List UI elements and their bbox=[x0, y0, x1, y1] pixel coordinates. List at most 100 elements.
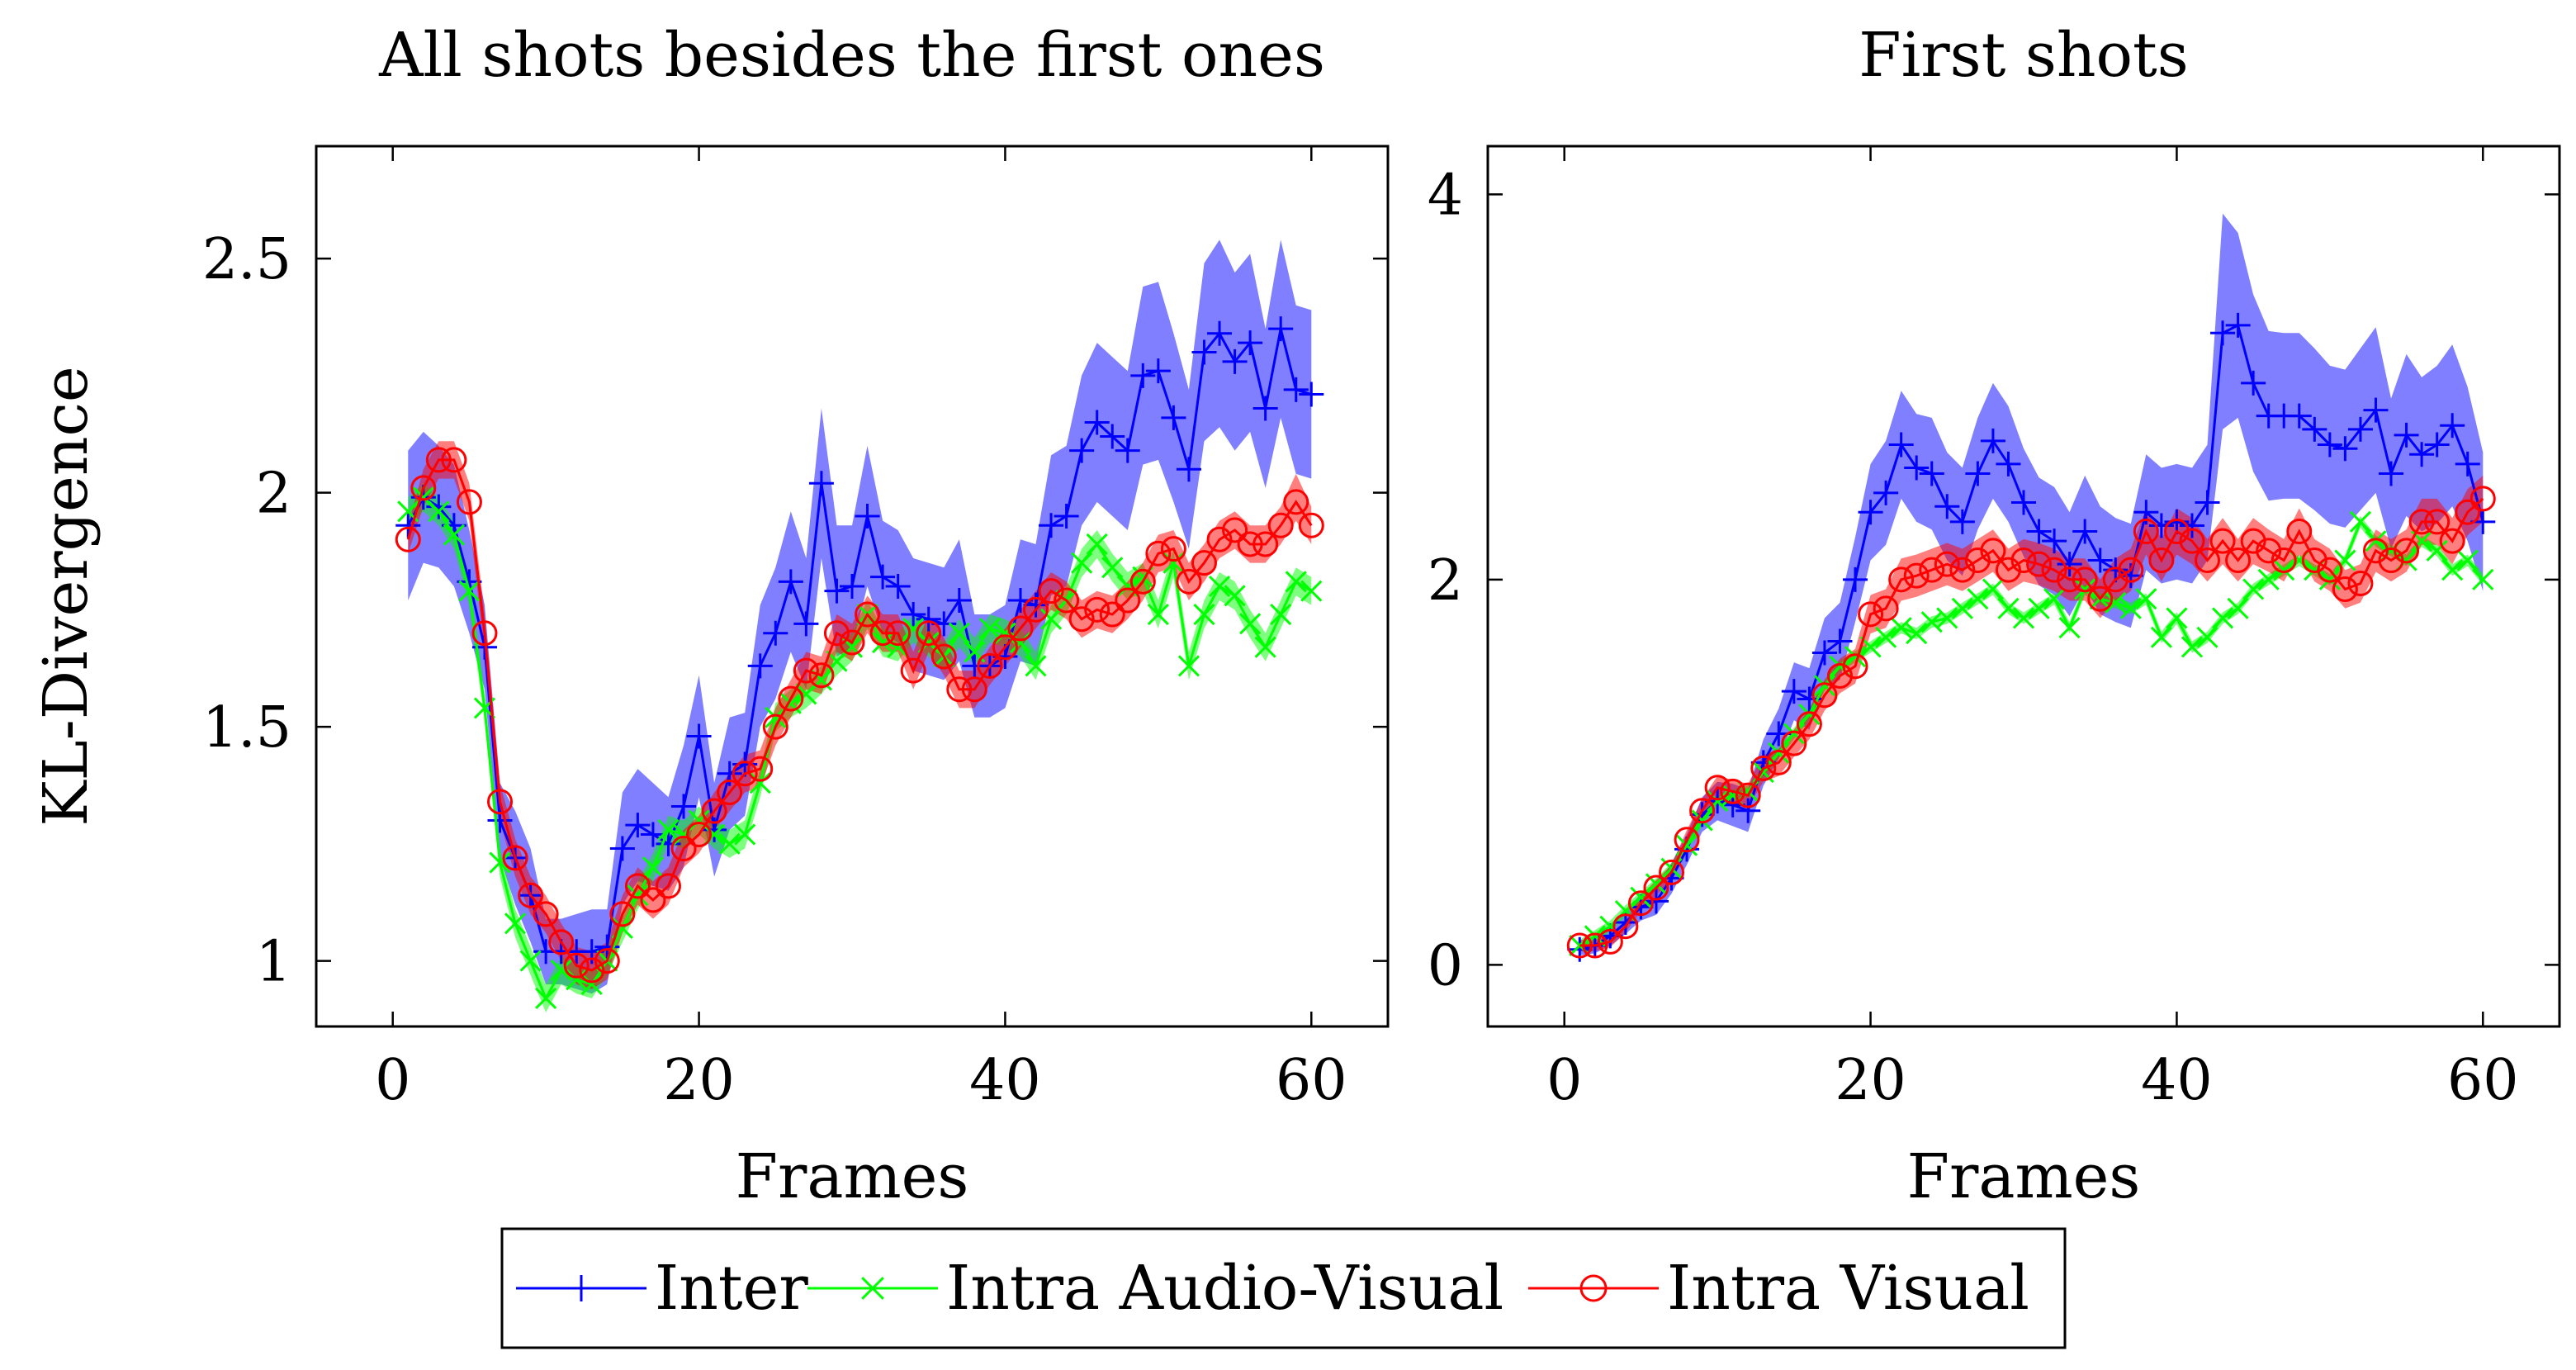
data-point bbox=[824, 578, 850, 604]
x-tick-label: 40 bbox=[969, 1048, 1041, 1113]
x-tick-label: 60 bbox=[2447, 1048, 2519, 1113]
data-point bbox=[1163, 552, 1185, 574]
data-point bbox=[2273, 559, 2295, 581]
data-point bbox=[441, 447, 467, 473]
data-point bbox=[2365, 530, 2387, 552]
data-point bbox=[1765, 749, 1792, 775]
data-point bbox=[487, 789, 514, 815]
data-point bbox=[2211, 607, 2234, 629]
data-point bbox=[793, 611, 819, 637]
series-line bbox=[406, 458, 1313, 972]
data-point bbox=[2257, 568, 2280, 590]
data-point bbox=[2181, 636, 2204, 658]
legend-marker bbox=[861, 1277, 884, 1300]
data-point bbox=[2179, 513, 2204, 538]
data-point bbox=[656, 831, 681, 856]
data-point bbox=[609, 901, 636, 927]
data-point bbox=[456, 489, 482, 515]
data-point bbox=[2332, 436, 2358, 462]
data-point bbox=[2334, 549, 2356, 571]
data-point bbox=[1208, 575, 1231, 598]
data-point bbox=[1191, 339, 1217, 365]
data-point bbox=[2133, 519, 2159, 545]
data-point bbox=[395, 526, 421, 552]
legend-entry-intra-audio-visual: Intra Audio-Visual bbox=[807, 1253, 1503, 1324]
data-point bbox=[1904, 455, 1930, 481]
x-axis-label: Frames bbox=[1907, 1141, 2141, 1212]
data-point bbox=[1888, 566, 1915, 593]
data-point bbox=[1238, 330, 1263, 356]
data-point bbox=[1964, 548, 1991, 574]
data-point bbox=[1069, 438, 1095, 463]
data-point bbox=[1300, 580, 1323, 602]
data-point bbox=[443, 524, 465, 546]
data-point bbox=[946, 588, 972, 614]
legend-entry-intra-visual: Intra Visual bbox=[1528, 1253, 2029, 1324]
plot-frame bbox=[1486, 145, 2561, 1028]
data-point bbox=[2379, 461, 2404, 486]
confidence-band bbox=[408, 239, 1312, 994]
data-point bbox=[1086, 533, 1108, 556]
data-point bbox=[2347, 416, 2373, 442]
data-point bbox=[808, 471, 834, 496]
data-point bbox=[1813, 675, 1836, 697]
data-point bbox=[1084, 410, 1110, 435]
data-point bbox=[1875, 626, 1897, 648]
data-point bbox=[2195, 490, 2220, 515]
data-point bbox=[2469, 486, 2496, 512]
data-point bbox=[519, 950, 542, 972]
data-point bbox=[2242, 578, 2265, 600]
chart-all-shots: All shots besides the first ones KL-Dive… bbox=[31, 20, 1390, 1212]
data-point bbox=[395, 513, 421, 538]
data-point bbox=[1659, 859, 1685, 885]
data-point bbox=[1691, 809, 1713, 832]
data-point bbox=[2196, 626, 2218, 648]
data-point bbox=[2241, 370, 2266, 396]
data-point bbox=[1054, 503, 1079, 529]
data-point bbox=[2317, 557, 2343, 583]
data-point bbox=[763, 620, 788, 646]
data-point bbox=[2363, 397, 2389, 423]
data-point bbox=[1919, 461, 1944, 486]
data-point bbox=[1890, 617, 1912, 639]
x-tick-label: 60 bbox=[1276, 1048, 1347, 1113]
data-point bbox=[1224, 585, 1246, 607]
data-point bbox=[778, 569, 803, 595]
data-point bbox=[2378, 548, 2404, 574]
data-point bbox=[2455, 499, 2481, 525]
data-point bbox=[2041, 557, 2067, 583]
data-point bbox=[1222, 348, 1248, 374]
data-point bbox=[671, 794, 697, 819]
chart-title: All shots besides the first ones bbox=[378, 20, 1325, 91]
data-point bbox=[594, 934, 620, 960]
data-point bbox=[2225, 312, 2251, 338]
data-point bbox=[2210, 320, 2236, 346]
data-point bbox=[1115, 587, 1141, 614]
data-point bbox=[732, 761, 758, 787]
data-point bbox=[2440, 413, 2465, 438]
data-point bbox=[1101, 557, 1124, 579]
plot-frame bbox=[315, 145, 1390, 1028]
data-point bbox=[1145, 540, 1172, 566]
data-point bbox=[2424, 509, 2451, 535]
data-point bbox=[2441, 559, 2464, 581]
data-point bbox=[901, 602, 926, 628]
data-point bbox=[1239, 613, 1262, 635]
data-point bbox=[1025, 655, 1047, 677]
data-point bbox=[948, 622, 970, 644]
data-point bbox=[1627, 890, 1654, 917]
data-point bbox=[2102, 566, 2129, 593]
data-point bbox=[870, 564, 896, 590]
data-point bbox=[2148, 513, 2174, 538]
data-point bbox=[1980, 428, 2005, 453]
data-point bbox=[1145, 358, 1171, 384]
data-point bbox=[1781, 679, 1807, 704]
data-point bbox=[2042, 529, 2067, 554]
data-point bbox=[2455, 451, 2480, 476]
data-point bbox=[2456, 549, 2479, 571]
data-point bbox=[625, 813, 651, 838]
legend-label: Intra Visual bbox=[1667, 1253, 2029, 1324]
data-point bbox=[2209, 528, 2236, 554]
data-point bbox=[1919, 557, 1945, 583]
data-point bbox=[642, 856, 665, 879]
